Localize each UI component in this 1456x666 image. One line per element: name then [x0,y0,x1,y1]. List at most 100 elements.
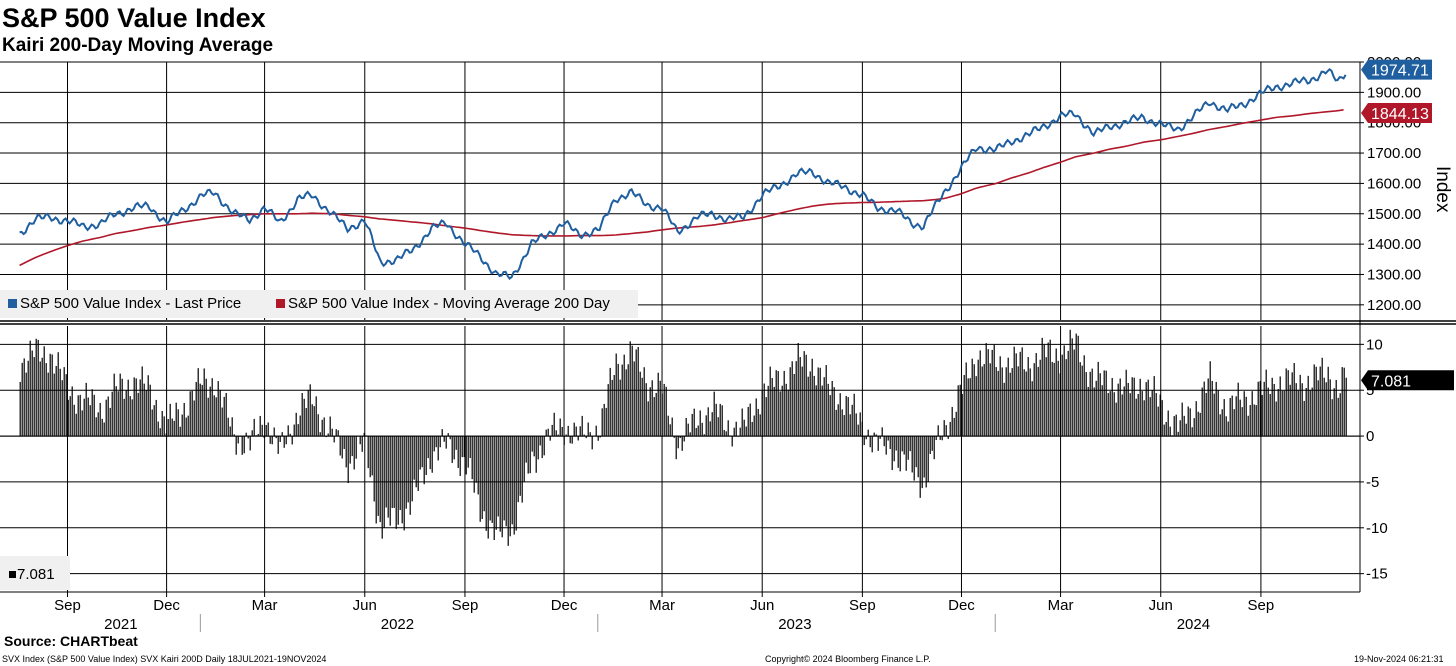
kairi-bar [25,372,27,437]
kairi-bar [385,436,387,508]
kairi-bar [505,436,507,527]
kairi-bar [1231,395,1233,437]
kairi-bar [1049,339,1051,437]
kairi-bar [555,430,557,437]
legend-label: S&P 500 Value Index - Moving Average 200… [288,295,610,312]
kairi-bar [323,417,325,437]
kairi-bar [733,427,735,437]
kairi-bar [667,415,669,437]
kairi-bar [225,392,227,437]
kairi-bar [303,398,305,437]
kairi-bar [1015,353,1017,437]
kairi-bar [773,386,775,437]
kairi-bar [1191,427,1193,437]
copyright-note: Copyright© 2024 Bloomberg Finance L.P. [765,654,931,664]
kairi-bar [579,426,581,437]
kairi-bar [159,428,161,437]
kairi-bar [431,436,433,473]
kairi-bar [1103,370,1105,437]
kairi-bar [1095,380,1097,437]
kairi-bar [63,367,65,437]
kairi-bar [935,436,937,441]
kairi-bar [615,353,617,437]
kairi-bar [1133,377,1135,437]
kairi-bar [1239,399,1241,437]
kairi-bar [229,426,231,437]
kairi-bar [817,367,819,437]
kairi-bar [1223,399,1225,437]
kairi-bar [769,366,771,437]
kairi-bar [651,380,653,437]
kairi-bar [1321,357,1323,437]
kairi-bar [473,436,475,493]
x-tick-label: Dec [551,597,578,614]
kairi-bar [757,408,759,437]
kairi-bar [135,378,137,437]
kairi-bar [793,373,795,437]
kairi-bar [721,405,723,437]
kairi-bar [507,436,509,546]
kairi-bar [275,436,277,439]
kairi-bar [497,436,499,517]
kairi-bar [1339,393,1341,437]
kairi-bar [597,436,599,441]
kairi-bar [143,383,145,437]
kairi-bar [339,436,341,456]
kairi-bar [1029,368,1031,437]
kairi-bar [1317,380,1319,437]
kairi-bar [1165,421,1167,437]
kairi-bar [409,436,411,515]
kairi-bar [115,386,117,437]
kairi-bar [367,436,369,469]
kairi-bar [289,433,291,437]
kairi-bar [829,395,831,437]
kairi-bar [199,383,201,437]
kairi-bar [77,395,79,437]
kairi-bar [329,416,331,437]
kairi-bar [791,361,793,437]
y-axis-title: Index [1432,166,1453,213]
kairi-bar [371,436,373,476]
kairi-bar [605,407,607,437]
kairi-bar [689,432,691,437]
kairi-bar [649,387,651,437]
kairi-bar [879,436,881,439]
kairi-bar [553,412,555,437]
kairi-bar [1249,405,1251,437]
kairi-bar [889,436,891,450]
kairi-bar [281,432,283,437]
kairi-bar [349,436,351,464]
kairi-bar [795,361,797,437]
kairi-bar [1013,346,1015,437]
kairi-bar [539,436,541,446]
kairi-bar [1319,366,1321,437]
kairi-bar [351,436,353,457]
kairi-bar [1009,372,1011,437]
kairi-bar [423,436,425,485]
kairi-bar [683,436,685,442]
year-label: 2022 [381,616,414,633]
kairi-bar [821,385,823,437]
kairi-bar [189,391,191,437]
kairi-bar [759,414,761,437]
kairi-bar [1053,362,1055,437]
kairi-bar [447,433,449,437]
kairi-bar [1149,397,1151,437]
kairi-bar [139,379,141,437]
kairi-bar [1219,414,1221,437]
kairi-bar [123,398,125,437]
kairi-bar [177,409,179,437]
kairi-bar [113,373,115,437]
year-label: 2023 [778,616,811,633]
kairi-bar [819,367,821,437]
kairi-bar [863,436,865,446]
kairi-bar [321,419,323,437]
kairi-bar [1203,381,1205,437]
kairi-bar [1153,376,1155,437]
kairi-bar [531,436,533,452]
kairi-bar [1159,394,1161,437]
kairi-bar [103,422,105,437]
kairi-bar [601,408,603,437]
kairi-bar [1315,366,1317,437]
kairi-bar [1131,377,1133,437]
